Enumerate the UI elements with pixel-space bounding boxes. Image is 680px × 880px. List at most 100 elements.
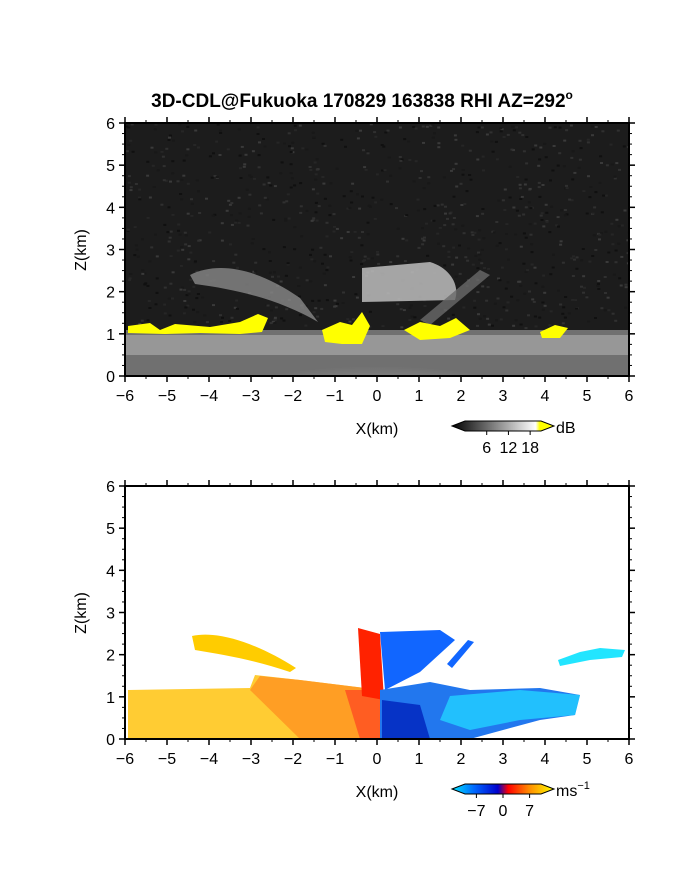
noise-speck	[613, 175, 617, 178]
noise-speck	[298, 124, 302, 127]
noise-speck	[539, 146, 543, 149]
noise-speck	[545, 220, 549, 223]
noise-speck	[514, 233, 518, 236]
noise-speck	[134, 183, 138, 185]
noise-speck	[604, 194, 608, 197]
noise-speck	[541, 285, 545, 288]
noise-speck	[183, 231, 187, 234]
noise-speck	[530, 251, 534, 254]
noise-speck	[184, 234, 188, 237]
noise-speck	[431, 123, 435, 126]
noise-speck	[489, 131, 493, 134]
noise-speck	[146, 284, 150, 287]
noise-speck	[523, 183, 527, 186]
noise-speck	[211, 214, 215, 217]
noise-speck	[311, 188, 315, 191]
noise-speck	[455, 256, 459, 259]
noise-speck	[571, 178, 575, 181]
backscatter-colorbar: 6 12 18 dB	[450, 420, 576, 457]
noise-speck	[219, 132, 223, 134]
noise-speck	[228, 203, 232, 206]
noise-speck	[606, 296, 610, 299]
noise-speck	[613, 177, 617, 180]
noise-speck	[582, 291, 585, 294]
noise-speck	[146, 319, 150, 322]
noise-speck	[238, 154, 242, 157]
noise-speck	[248, 193, 252, 196]
noise-speck	[167, 139, 171, 141]
noise-speck	[491, 150, 495, 153]
noise-speck	[355, 296, 359, 299]
noise-speck	[333, 299, 337, 302]
noise-speck	[273, 185, 277, 188]
noise-speck	[516, 299, 520, 302]
backscatter-xtick-label: 5	[583, 388, 592, 405]
noise-speck	[240, 145, 244, 148]
noise-speck	[285, 308, 289, 311]
noise-speck	[524, 270, 528, 273]
noise-speck	[518, 187, 522, 190]
noise-speck	[366, 152, 370, 155]
noise-speck	[164, 179, 168, 182]
noise-speck	[420, 170, 423, 173]
noise-speck	[325, 221, 329, 224]
noise-speck	[498, 242, 502, 245]
noise-speck	[610, 233, 614, 236]
noise-speck	[369, 123, 373, 126]
noise-speck	[229, 243, 232, 246]
noise-speck	[444, 205, 447, 208]
noise-speck	[389, 261, 393, 264]
noise-speck	[440, 203, 444, 206]
noise-speck	[273, 319, 277, 321]
noise-speck	[396, 303, 400, 306]
noise-speck	[455, 185, 459, 188]
noise-speck	[138, 198, 142, 201]
noise-speck	[138, 322, 142, 325]
noise-speck	[617, 242, 621, 245]
backscatter-xtick-label: −4	[200, 388, 218, 405]
noise-speck	[564, 187, 567, 190]
noise-speck	[316, 192, 320, 195]
noise-speck	[459, 182, 463, 185]
backscatter-colorbar-ticks: 6 12 18	[482, 431, 539, 457]
backscatter-ytick-label: 4	[106, 200, 115, 217]
noise-speck	[353, 230, 357, 233]
noise-speck	[221, 316, 224, 319]
velocity-features	[128, 628, 625, 739]
noise-speck	[226, 148, 230, 151]
noise-speck	[599, 155, 603, 158]
noise-speck	[179, 288, 183, 291]
noise-speck	[563, 214, 567, 217]
noise-speck	[325, 299, 329, 302]
backscatter-xlabel: X(km)	[356, 421, 399, 438]
noise-speck	[196, 293, 200, 295]
noise-speck	[618, 168, 621, 171]
noise-speck	[586, 138, 590, 141]
noise-speck	[266, 176, 270, 179]
noise-speck	[263, 145, 267, 148]
velocity-colorbar-tick-label: −7	[467, 803, 485, 820]
chart-title-text: 3D-CDL@Fukuoka 170829 163838 RHI AZ=292	[151, 91, 565, 112]
noise-speck	[478, 317, 482, 320]
noise-speck	[310, 258, 314, 261]
noise-speck	[195, 179, 199, 182]
noise-speck	[442, 176, 446, 179]
noise-speck	[569, 124, 573, 127]
noise-speck	[346, 207, 350, 210]
noise-speck	[497, 277, 500, 280]
backscatter-xtick-label: 0	[373, 388, 382, 405]
noise-speck	[129, 273, 133, 275]
noise-speck	[515, 209, 519, 212]
noise-speck	[473, 231, 477, 234]
noise-speck	[538, 158, 542, 161]
backscatter-xtick-label: 2	[457, 388, 466, 405]
noise-speck	[544, 156, 548, 159]
noise-speck	[296, 276, 300, 279]
noise-speck	[481, 285, 485, 288]
noise-speck	[559, 303, 563, 306]
noise-speck	[587, 320, 591, 323]
noise-speck	[557, 225, 560, 228]
noise-speck	[220, 222, 224, 225]
noise-speck	[361, 260, 365, 263]
noise-speck	[289, 186, 293, 189]
